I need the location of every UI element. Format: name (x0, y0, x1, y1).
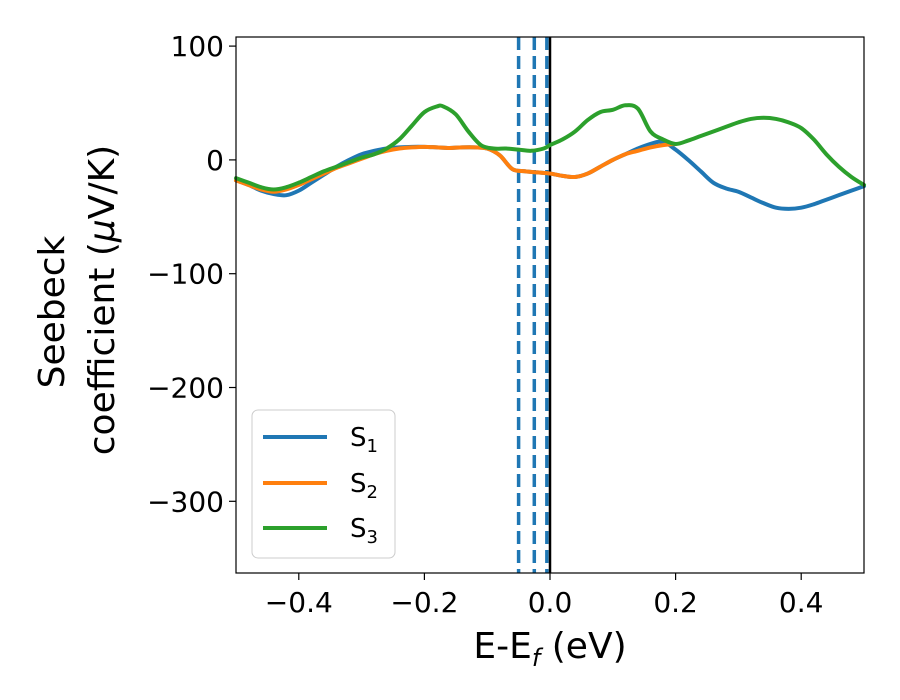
y-axis-label-line1: Seebeck (32, 235, 73, 388)
x-axis-label: E-Ef (eV) (473, 626, 626, 672)
x-axis-label-unit: (eV) (540, 626, 626, 667)
legend-label-s1: S1 (350, 423, 378, 457)
legend-label-s2: S2 (350, 469, 378, 503)
x-axis-label-main: E-E (473, 626, 531, 667)
vertical-reference-lines (516, 37, 552, 573)
x-tick-label: −0.2 (390, 586, 458, 619)
legend-label-s1-sub: 1 (367, 436, 378, 457)
x-axis: −0.4 −0.2 0.0 0.2 0.4 (265, 573, 824, 619)
y-axis-label-line2: coefficient (μV/K) (82, 145, 123, 455)
series-line-s3 (234, 103, 866, 192)
x-tick-label: 0.2 (653, 586, 698, 619)
x-tick-label: 0.4 (779, 586, 824, 619)
series-layer (234, 103, 866, 211)
x-tick-label: 0.0 (528, 586, 573, 619)
series-line-s2 (234, 141, 678, 194)
y-tick-label: −300 (147, 485, 224, 518)
y-axis: 100 0 −100 −200 −300 (147, 30, 236, 518)
legend-label-s3-name: S (350, 514, 367, 544)
y-axis-label-prefix: coefficient ( (82, 242, 123, 455)
legend-label-s2-name: S (350, 469, 367, 499)
legend-label-s2-sub: 2 (367, 482, 378, 503)
y-tick-label: −200 (147, 372, 224, 405)
y-tick-label: 100 (171, 30, 224, 63)
legend-label-s3-sub: 3 (367, 527, 378, 548)
y-tick-label: −100 (147, 258, 224, 291)
legend: S1 S2 S3 (251, 409, 396, 559)
y-axis-label-suffix: V/K) (82, 145, 123, 219)
y-axis-label-mu: μ (82, 219, 123, 243)
y-tick-label: 0 (206, 144, 224, 177)
x-tick-label: −0.4 (265, 586, 333, 619)
legend-label-s1-name: S (350, 423, 367, 453)
legend-label-s3: S3 (350, 514, 378, 548)
